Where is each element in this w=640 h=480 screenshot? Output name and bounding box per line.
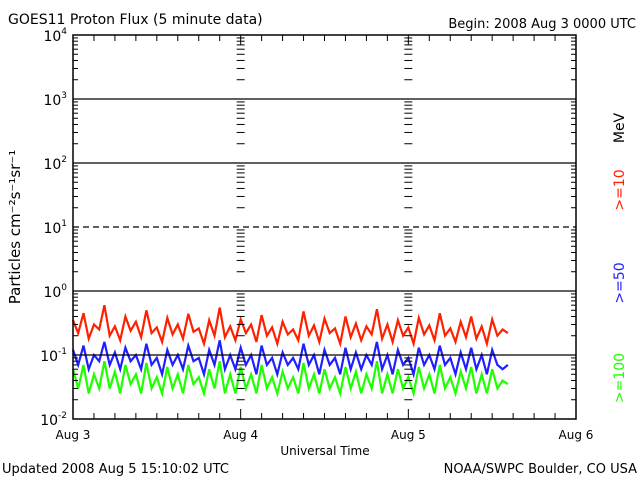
y-tick-exp: -2	[58, 411, 67, 421]
x-tick-label: Aug 6	[559, 428, 594, 442]
y-tick-exp: 0	[61, 283, 67, 293]
y-tick-base: 10	[43, 157, 61, 173]
legend-ge50: >=50	[612, 262, 628, 303]
y-tick-label: 100	[43, 283, 67, 301]
y-tick-label: 10-2	[40, 411, 67, 429]
series-line-ge10	[71, 304, 509, 349]
y-tick-label: 102	[43, 155, 67, 173]
y-tick-base: 10	[43, 29, 61, 45]
y-tick-base: 10	[43, 93, 61, 109]
units-label: MeV	[612, 112, 628, 143]
begin-time: Begin: 2008 Aug 3 0000 UTC	[448, 17, 636, 32]
x-tick-label: Aug 3	[56, 428, 91, 442]
y-tick-base: 10	[43, 221, 61, 237]
y-tick-label: 104	[43, 27, 67, 45]
y-tick-label: 10-1	[40, 347, 67, 365]
y-tick-exp: 4	[61, 27, 67, 37]
x-axis-label: Universal Time	[280, 444, 369, 458]
y-tick-base: 10	[40, 349, 58, 365]
chart-title: GOES11 Proton Flux (5 minute data)	[8, 12, 263, 28]
legend-ge100: >=100	[612, 353, 628, 403]
y-tick-base: 10	[40, 413, 58, 429]
y-tick-exp: 1	[61, 219, 67, 229]
series-line-ge100	[71, 360, 509, 398]
credit-text: NOAA/SWPC Boulder, CO USA	[444, 462, 637, 477]
y-tick-exp: 3	[61, 91, 67, 101]
x-tick-label: Aug 5	[391, 428, 426, 442]
x-tick-label: Aug 4	[223, 428, 258, 442]
updated-timestamp: Updated 2008 Aug 5 15:10:02 UTC	[2, 462, 229, 477]
y-tick-label: 101	[43, 219, 67, 237]
y-tick-exp: 2	[61, 155, 67, 165]
y-tick-label: 103	[43, 91, 67, 109]
y-tick-base: 10	[43, 285, 61, 301]
series-line-ge50	[71, 340, 509, 379]
legend-ge10: >=10	[612, 169, 628, 210]
y-tick-exp: -1	[58, 347, 67, 357]
y-axis-label: Particles cm⁻²s⁻¹sr⁻¹	[6, 150, 24, 304]
